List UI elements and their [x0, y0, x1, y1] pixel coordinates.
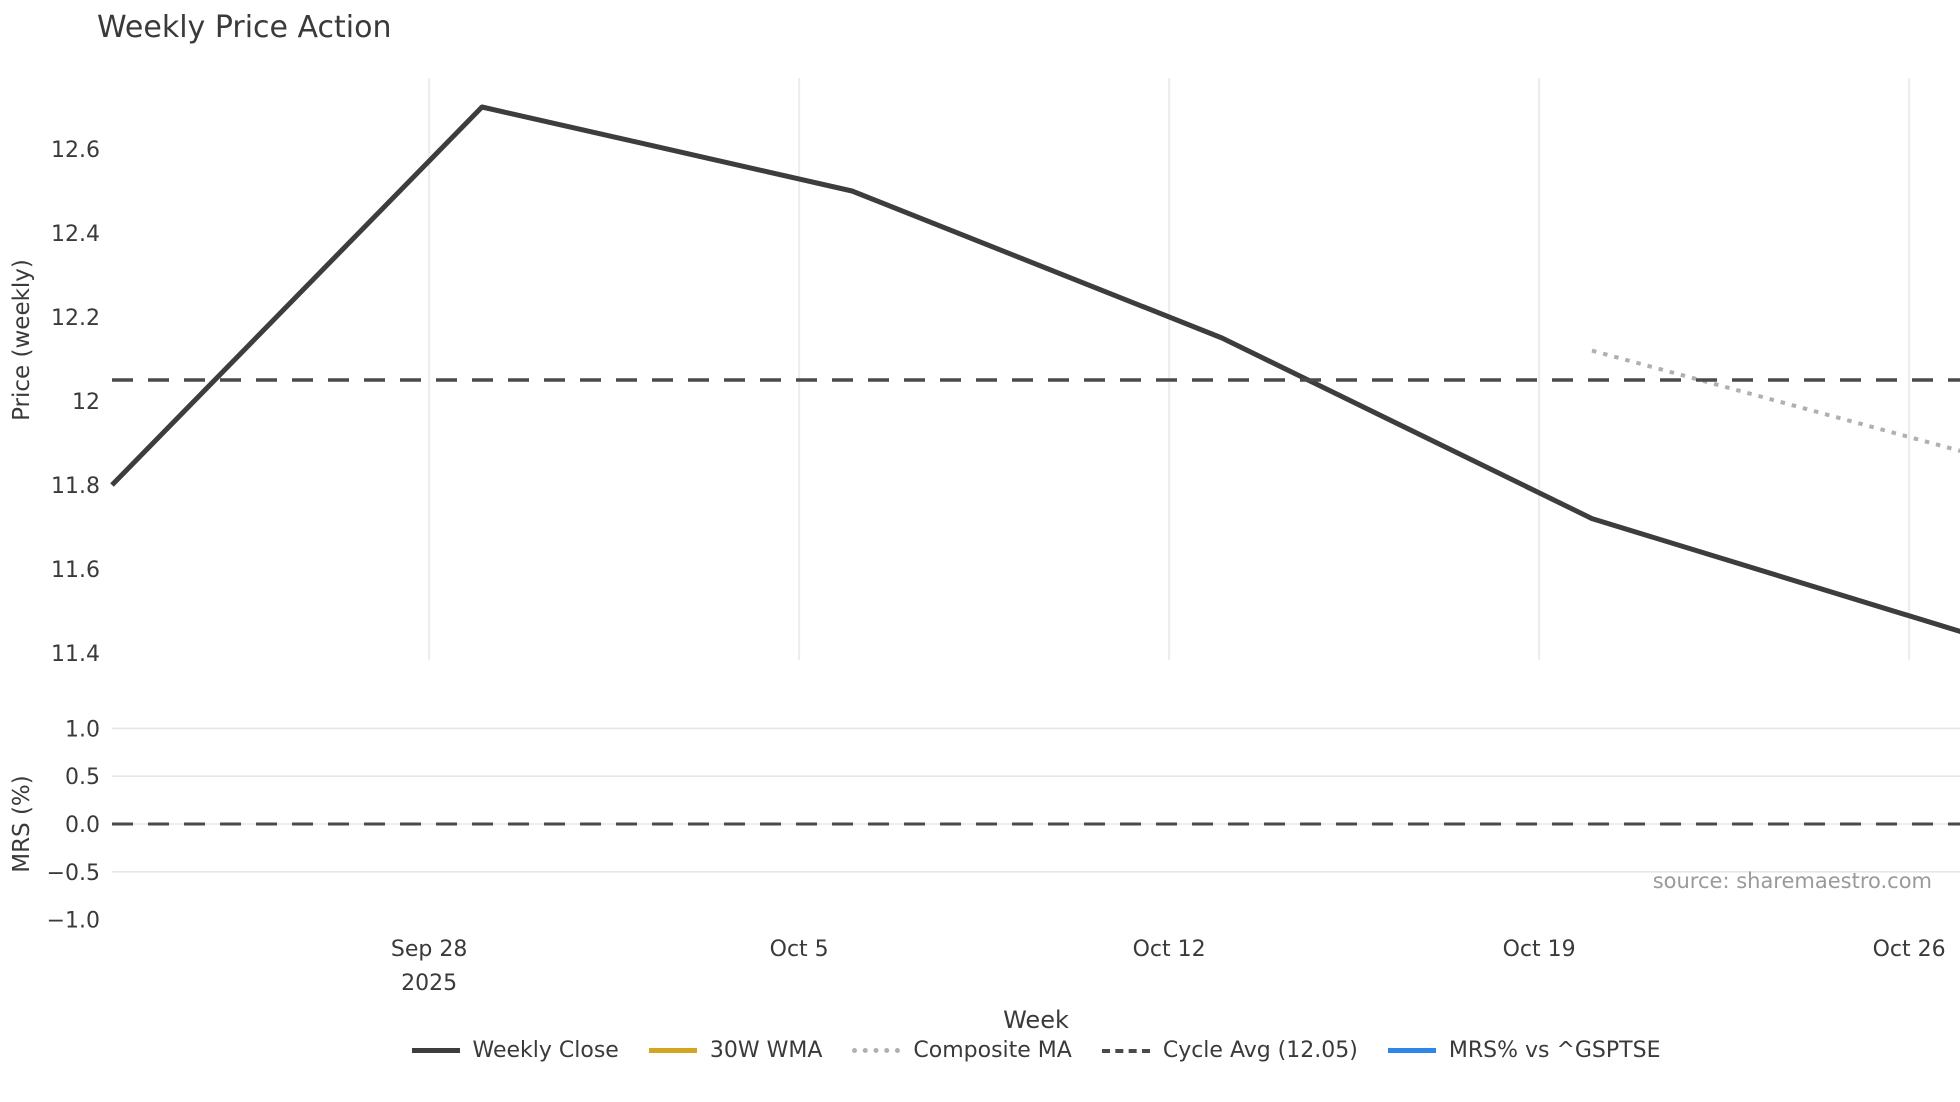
xtick-label: Oct 26 [1873, 937, 1946, 962]
legend-label: Cycle Avg (12.05) [1162, 1038, 1358, 1063]
xtick-label: 2025 [401, 971, 457, 996]
legend-swatch-dotted [852, 1048, 901, 1053]
mrs-ytick-label: −1.0 [47, 909, 100, 934]
legend-item: 30W WMA [648, 1038, 823, 1063]
xtick-label: Sep 28 [391, 937, 467, 962]
legend-item: Composite MA [852, 1038, 1072, 1063]
price-ytick-label: 11.8 [51, 474, 100, 499]
price-axis-label: Price (weekly) [9, 259, 35, 421]
legend-label: Composite MA [913, 1038, 1072, 1063]
legend-label: MRS% vs ^GSPTSE [1448, 1038, 1661, 1063]
mrs-ytick-label: 1.0 [65, 717, 100, 742]
xtick-label: Oct 12 [1133, 937, 1206, 962]
legend-swatch-solid [1387, 1048, 1436, 1053]
legend-label: 30W WMA [709, 1038, 823, 1063]
mrs-ytick-label: 0.5 [65, 765, 100, 790]
composite-ma-line [1591, 348, 1960, 453]
legend-item: MRS% vs ^GSPTSE [1387, 1038, 1661, 1063]
legend-swatch-solid [648, 1048, 697, 1053]
price-ytick-label: 12 [72, 390, 100, 415]
source-credit: source: sharemaestro.com [1652, 869, 1932, 893]
legend: Weekly Close 30W WMA Composite MA Cycle Avg… [112, 1038, 1960, 1063]
mrs-ytick-label: −0.5 [47, 861, 100, 886]
legend-swatch-solid [411, 1048, 460, 1053]
price-ytick-label: 11.4 [51, 642, 100, 667]
mrs-ytick-label: 0.0 [65, 813, 100, 838]
x-axis-label: Week [1003, 1006, 1069, 1034]
weekly-close-line [110, 104, 1960, 635]
legend-label: Weekly Close [472, 1038, 619, 1063]
legend-swatch-dashed [1101, 1048, 1150, 1053]
price-ytick-label: 12.6 [51, 138, 100, 163]
chart-title: Weekly Price Action [97, 10, 392, 45]
price-ytick-label: 12.2 [51, 306, 100, 331]
legend-item: Weekly Close [411, 1038, 619, 1063]
legend-item: Cycle Avg (12.05) [1101, 1038, 1358, 1063]
price-ytick-label: 12.4 [51, 222, 100, 247]
price-ytick-label: 11.6 [51, 558, 100, 583]
xtick-label: Oct 19 [1503, 937, 1576, 962]
mrs-axis-label: MRS (%) [9, 775, 35, 873]
xtick-label: Oct 5 [770, 937, 829, 962]
